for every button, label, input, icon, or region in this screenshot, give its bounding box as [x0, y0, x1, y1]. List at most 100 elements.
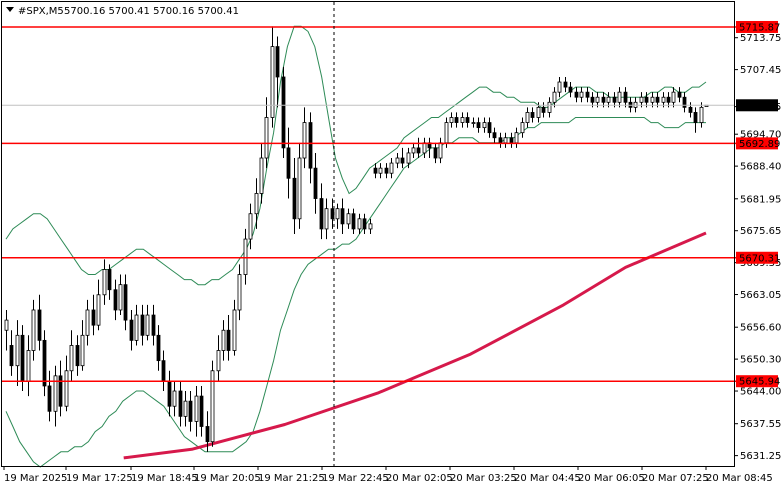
chart-header: #SPX,M5 5700.16 5700.41 5700.16 5700.41 [6, 6, 239, 17]
candle-body [102, 269, 107, 296]
candle-body [69, 345, 74, 372]
candle-body [444, 122, 449, 144]
candle-body [167, 380, 172, 407]
candle-body [297, 157, 302, 220]
bollinger-lower-line [5, 117, 706, 468]
level-price-label: 5692.89 [739, 139, 780, 150]
candle-body [568, 86, 573, 93]
candle-body [368, 223, 373, 230]
x-tick-label: 20 Mar 06:05 [578, 473, 645, 484]
candles [4, 26, 709, 452]
candle-body [243, 238, 248, 275]
candle-body [406, 152, 411, 164]
candle-body [617, 91, 622, 103]
triangle-down-icon[interactable] [6, 7, 14, 12]
candle-body [194, 395, 199, 422]
y-tick-label: 5650.30 [740, 355, 781, 366]
candle-body [498, 137, 503, 144]
level-price-badge[interactable] [736, 375, 778, 388]
level-price-label: 5715.87 [739, 22, 780, 33]
candle-body [449, 117, 454, 123]
candle-body [199, 395, 204, 427]
level-lines[interactable] [2, 26, 774, 382]
level-price-label: 5645.94 [739, 377, 780, 388]
candle-body [362, 218, 367, 230]
level-price-label: 5670.31 [739, 253, 780, 264]
candle-body [20, 334, 25, 382]
candle-body [85, 309, 90, 336]
x-tick-label: 19 Mar 2025 [4, 473, 67, 484]
level-price-badge[interactable] [736, 137, 778, 150]
candle-body [205, 426, 210, 443]
x-tick-label: 20 Mar 08:45 [706, 473, 773, 484]
candle-body [226, 329, 231, 351]
candle-body [335, 208, 340, 220]
candle-body [520, 122, 525, 134]
candle-body [324, 208, 329, 230]
candle-body [248, 213, 253, 240]
candle-body [590, 96, 595, 103]
candle-body [308, 122, 313, 169]
candle-body [254, 193, 259, 215]
candle-body [693, 112, 698, 123]
candle-body [80, 334, 85, 367]
symbol-label: #SPX,M5 [18, 6, 64, 17]
candle-body [606, 96, 611, 103]
candle-body [384, 167, 389, 174]
bollinger-upper-line [5, 25, 707, 286]
candle-body [395, 157, 400, 164]
candle-body [53, 375, 58, 412]
candle-body [47, 385, 52, 412]
candle-body [351, 213, 356, 230]
price-axis[interactable]: 5713.755707.455700.155694.705688.405681.… [734, 20, 781, 462]
candle-body [682, 96, 687, 108]
candle-body [612, 96, 617, 103]
ohlc-values: 5700.16 5700.41 5700.16 5700.41 [64, 6, 239, 17]
candle-body [107, 269, 112, 291]
candle-body [26, 350, 31, 382]
y-tick-label: 5631.25 [740, 451, 781, 462]
level-price-badge[interactable] [736, 20, 778, 33]
candle-body [113, 289, 118, 311]
candle-body [75, 345, 80, 367]
candle-body [601, 96, 606, 103]
y-tick-label: 5688.40 [740, 162, 781, 173]
candle-body [557, 81, 562, 93]
x-tick-label: 19 Mar 18:45 [131, 473, 198, 484]
candle-body [319, 198, 324, 230]
candle-body [378, 167, 383, 174]
candle-body [476, 122, 481, 129]
candle-body [389, 162, 394, 174]
candle-body [422, 142, 427, 154]
candle-body [639, 96, 644, 103]
candle-body [525, 112, 530, 123]
x-tick-label: 19 Mar 20:05 [194, 473, 261, 484]
candle-body [595, 96, 600, 103]
y-tick-label: 5656.60 [740, 323, 781, 334]
candle-body [96, 294, 101, 326]
y-tick-label: 5663.05 [740, 290, 781, 301]
candle-body [547, 101, 552, 113]
y-tick-label: 5637.55 [740, 419, 781, 430]
candle-body [161, 360, 166, 382]
candle-body [145, 314, 150, 336]
bollinger-bands [5, 25, 707, 468]
candle-body [650, 96, 655, 103]
candle-body [259, 157, 264, 194]
y-tick-label: 5675.65 [740, 226, 781, 237]
candle-body [509, 137, 514, 144]
candle-body [373, 167, 378, 174]
candle-body [574, 91, 579, 98]
candle-body [416, 147, 421, 154]
candle-body [655, 96, 660, 103]
plot-frame [1, 1, 735, 467]
candle-body [42, 339, 47, 387]
candle-body [292, 177, 297, 220]
candle-body [357, 218, 362, 230]
candle-body [210, 370, 215, 443]
level-price-badge[interactable] [736, 251, 778, 264]
